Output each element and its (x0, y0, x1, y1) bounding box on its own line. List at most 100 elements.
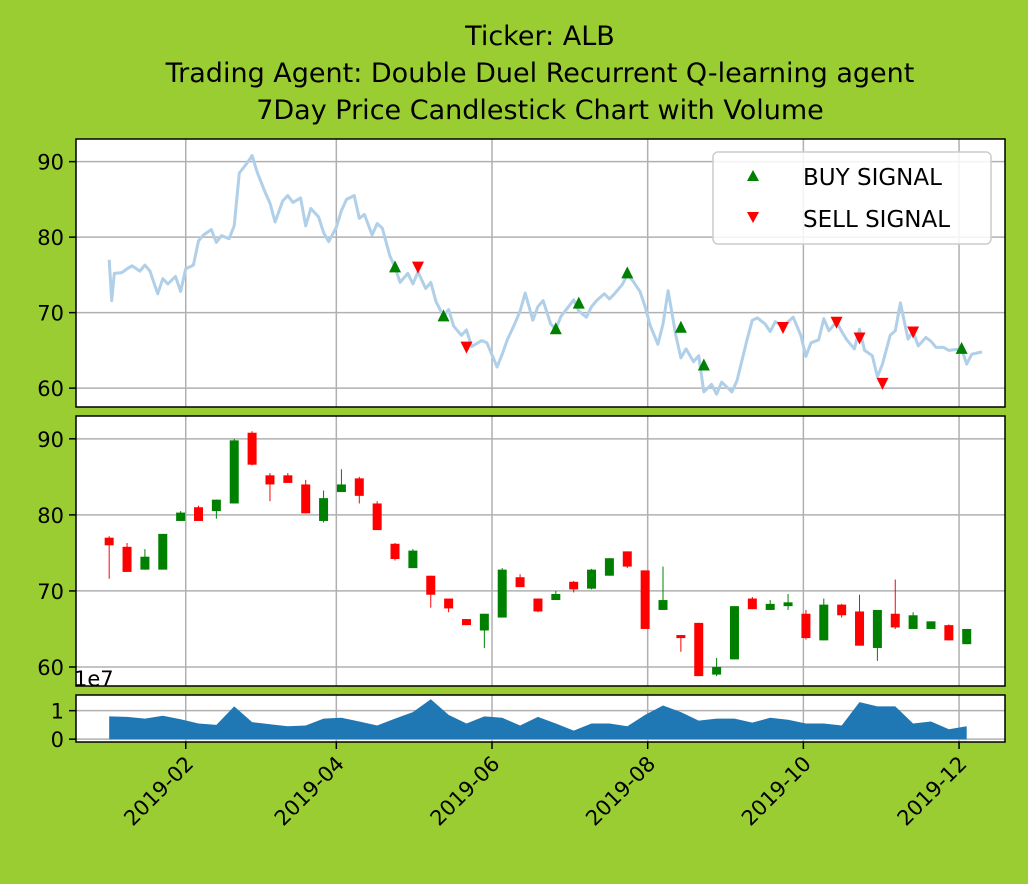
y-tick-label: 90 (37, 151, 64, 175)
candle-body (926, 621, 936, 629)
candle-body (694, 622, 704, 677)
y-tick-label: 70 (37, 580, 64, 604)
x-tick-label: 2019-10 (737, 752, 816, 831)
candle-body (908, 615, 918, 629)
x-tick-label: 2019-04 (270, 752, 349, 831)
buy-signal-marker (572, 296, 585, 309)
candle-body (551, 593, 561, 601)
legend-sell-label: SELL SIGNAL (803, 207, 950, 233)
candle-body (533, 598, 543, 612)
y-tick-label: 80 (37, 226, 64, 250)
x-tick-label: 2019-06 (426, 752, 505, 831)
sell-signal-marker (460, 341, 473, 354)
legend-buy-label: BUY SIGNAL (803, 165, 942, 191)
candle-body (837, 604, 847, 616)
candle-body (604, 558, 614, 576)
candle-body (426, 575, 436, 595)
price-panel-y-ticks: 60 70 80 90 (37, 151, 76, 401)
candle-body (140, 556, 150, 570)
buy-signal-markers (389, 260, 968, 371)
volume-multiplier-label: 1e7 (74, 667, 114, 691)
candle-body (872, 609, 882, 648)
candle-body (408, 550, 418, 569)
candle-body (890, 613, 900, 628)
sell-signal-marker (853, 332, 866, 345)
buy-signal-marker (621, 266, 634, 279)
candle-body (283, 475, 293, 483)
sell-signal-marker (907, 326, 920, 339)
buy-signal-marker (549, 322, 562, 335)
candle-panel-frame (75, 415, 1006, 687)
buy-signal-marker (389, 260, 402, 273)
y-tick-label: 60 (37, 656, 64, 680)
candle-body (265, 475, 275, 485)
y-tick-label: 60 (37, 377, 64, 401)
title-line: 7Day Price Candlestick Chart with Volume (256, 95, 824, 126)
x-tick-label: 2019-02 (119, 752, 198, 831)
candle-body (444, 598, 454, 609)
x-tick-label: 2019-08 (581, 752, 660, 831)
volume-panel-frame (75, 694, 1006, 743)
volume-panel-y-ticks: 01 (51, 700, 76, 752)
chart-legend: BUY SIGNAL SELL SIGNAL (712, 151, 992, 245)
sell-signal-marker (876, 377, 889, 390)
candle-body (158, 533, 168, 570)
candle-body (176, 512, 186, 521)
candle-body (658, 600, 668, 610)
volume-area (109, 699, 967, 740)
candle-body (319, 498, 329, 521)
legend-box (712, 151, 992, 245)
candle-body (962, 628, 972, 645)
candle-body (122, 546, 132, 572)
candle-body (622, 551, 632, 567)
x-axis-ticks: 2019-02 2019-04 2019-06 2019-08 2019-10 2019-… (119, 742, 972, 831)
price-panel-frame (75, 138, 1006, 408)
legend-sell-marker (747, 212, 759, 223)
buy-signal-marker (437, 309, 450, 322)
y-tick-label: 1 (51, 700, 64, 724)
candle-body (819, 604, 829, 641)
figure-title: Ticker: ALB Trading Agent: Double Duel R… (165, 21, 915, 126)
x-tick-label: 2019-12 (893, 752, 972, 831)
buy-signal-marker (955, 341, 968, 354)
candle-body (855, 611, 865, 646)
buy-signal-marker (697, 358, 710, 371)
sell-signal-marker (776, 321, 789, 334)
candle-body (944, 625, 954, 641)
candle-body (301, 484, 311, 514)
price-line (107, 154, 983, 396)
sell-signal-marker (830, 316, 843, 329)
candle-body (354, 478, 364, 496)
legend-buy-marker (747, 170, 759, 181)
candle-body (569, 581, 579, 590)
candle-body (676, 635, 686, 639)
y-tick-label: 0 (51, 728, 64, 752)
candle-body (194, 507, 204, 521)
y-tick-label: 70 (37, 302, 64, 326)
candle-body (229, 440, 239, 504)
candle-body (497, 569, 507, 618)
candle-body (801, 613, 811, 639)
candle-body (765, 603, 775, 610)
candle-body (729, 606, 739, 660)
candle-body (515, 577, 525, 588)
candle-body (247, 432, 257, 465)
candle-body (336, 484, 346, 493)
buy-signal-marker (674, 320, 687, 333)
candle-body (104, 537, 114, 546)
title-line: Trading Agent: Double Duel Recurrent Q-l… (165, 58, 915, 89)
candle-panel-y-ticks: 60 70 80 90 (37, 428, 76, 680)
candle-body (640, 570, 650, 629)
title-line: Ticker: ALB (464, 21, 615, 52)
sell-signal-markers (411, 261, 920, 390)
candle-body (461, 619, 471, 626)
y-tick-label: 90 (37, 428, 64, 452)
candle-panel-grid (76, 416, 1005, 686)
candle-body (712, 666, 722, 675)
candle-body (479, 613, 489, 631)
candle-body (372, 503, 382, 531)
candle-body (587, 569, 597, 589)
candle-body (783, 602, 793, 607)
candle-body (390, 543, 400, 559)
